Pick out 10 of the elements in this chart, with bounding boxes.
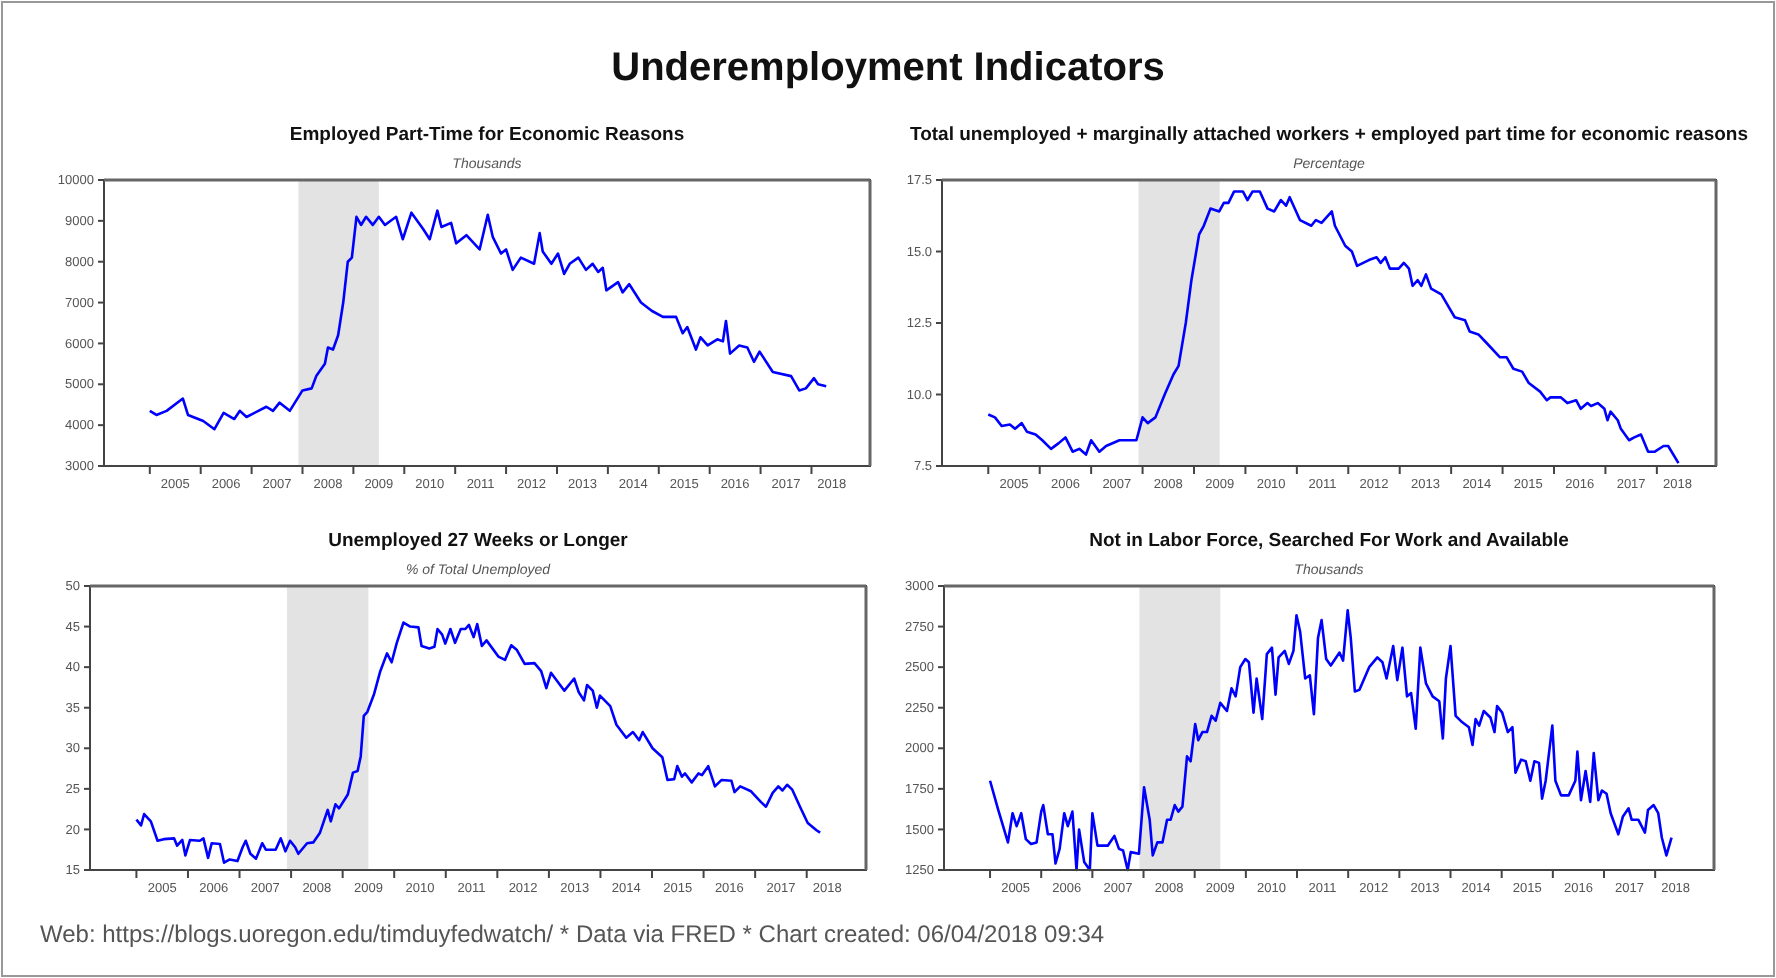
text: Underemployment Indicators	[611, 46, 1165, 90]
chart-title: Employed Part-Time for Economic Reasons	[289, 124, 685, 146]
line-series	[988, 609, 1673, 872]
line-series	[135, 621, 822, 864]
chart-title: Not in Labor Force, Searched For Work and Available	[1089, 530, 1569, 552]
chart-title: Total unemployed + marginally attached workers + employed part time for economic reasons	[909, 124, 1749, 146]
text: Web: https://blogs.uoregon.edu/timduyfedwatch/ * Data via FRED * Chart created: 06/04/2018 09:34	[40, 920, 1105, 948]
line-series	[986, 190, 1680, 465]
line-series	[148, 209, 828, 431]
chart-title: Unemployed 27 Weeks or Longer	[328, 530, 629, 552]
